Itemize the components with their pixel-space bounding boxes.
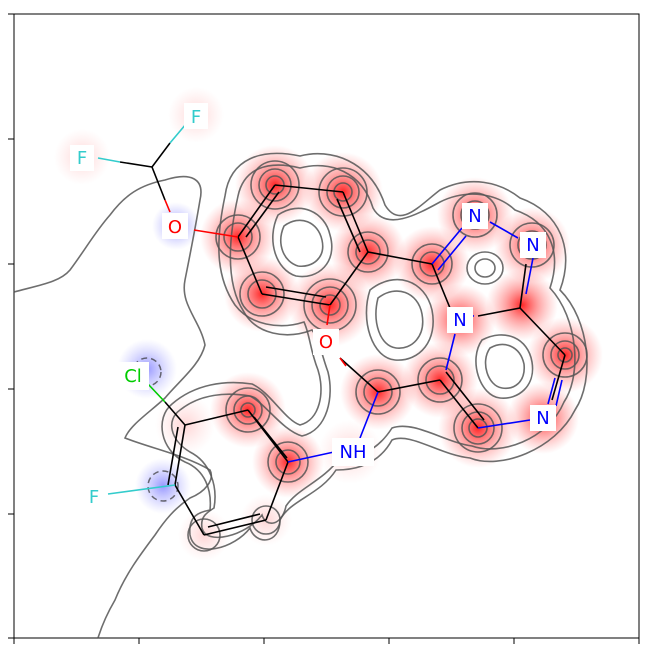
density-contours bbox=[13, 152, 588, 639]
atom-nitrogen-1: N bbox=[468, 206, 481, 227]
atom-nitrogen-4: N bbox=[536, 408, 549, 429]
atom-amine-nh: NH bbox=[340, 442, 367, 463]
atom-nitrogen-2: N bbox=[526, 235, 539, 256]
atom-fluorine-left: F bbox=[77, 148, 87, 169]
atom-nitrogen-3: N bbox=[453, 310, 466, 331]
atom-oxygen-ether: O bbox=[168, 217, 182, 238]
atom-fluorine-ring: F bbox=[89, 487, 99, 508]
atom-fluorine-top: F bbox=[191, 107, 201, 128]
bonds-carbon bbox=[119, 142, 566, 536]
atom-chlorine: Cl bbox=[124, 366, 142, 387]
atom-labels: F F O O N N N N NH Cl F bbox=[70, 103, 556, 510]
bonds-hetero bbox=[97, 123, 563, 495]
axis-ticks bbox=[8, 13, 640, 644]
atom-oxygen-carbonyl: O bbox=[319, 332, 333, 353]
